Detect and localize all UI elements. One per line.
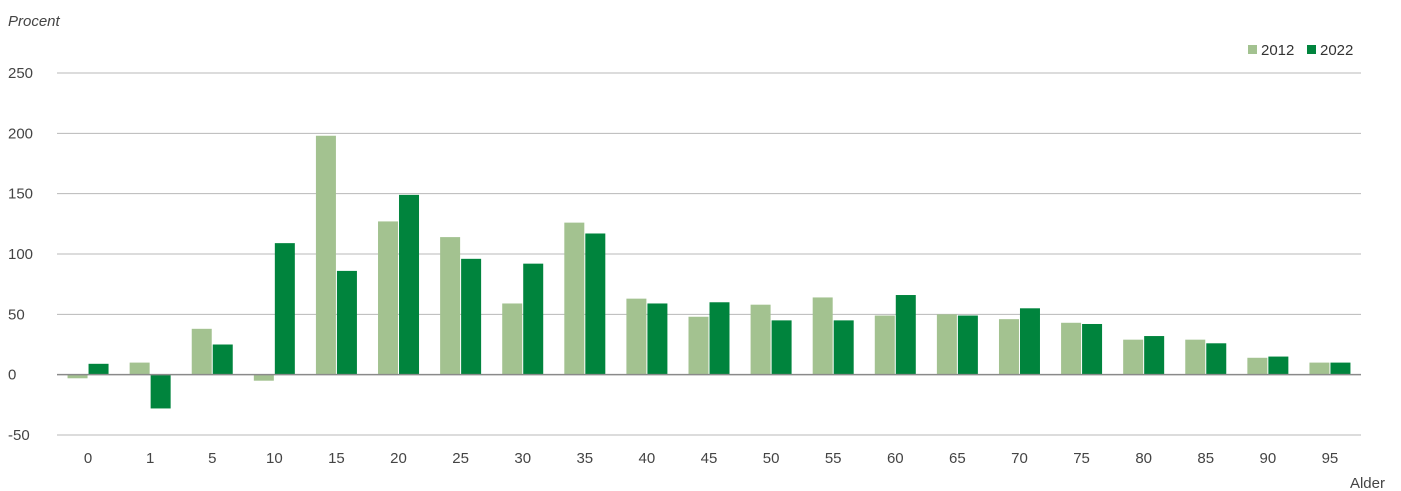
bar-2022-15 — [336, 270, 357, 375]
legend: 2012 2022 — [1248, 42, 1353, 59]
bar-2022-50 — [771, 320, 792, 375]
y-tick-label: 100 — [8, 246, 33, 263]
x-tick-label: 70 — [1011, 450, 1028, 467]
x-tick-label: 30 — [514, 450, 531, 467]
x-tick-label: 50 — [763, 450, 780, 467]
x-tick-label: 55 — [825, 450, 842, 467]
x-tick-label: 80 — [1135, 450, 1152, 467]
bar-2012-60 — [874, 315, 895, 375]
bar-2012-40 — [626, 298, 647, 375]
y-tick-label: 250 — [8, 65, 33, 82]
bar-2022-25 — [461, 258, 482, 375]
bar-2022-45 — [709, 302, 730, 375]
bar-2012-75 — [1061, 322, 1082, 375]
x-tick-label: 75 — [1073, 450, 1090, 467]
bar-2022-65 — [957, 315, 978, 375]
legend-label-2012: 2012 — [1261, 42, 1294, 59]
bar-2022-30 — [523, 263, 544, 375]
bar-2012-20 — [378, 221, 399, 375]
bar-2022-1 — [150, 374, 171, 409]
x-tick-label: 1 — [146, 450, 154, 467]
bar-2022-95 — [1330, 362, 1351, 375]
x-tick-label: 95 — [1322, 450, 1339, 467]
x-tick-label: 35 — [576, 450, 593, 467]
x-tick-label: 90 — [1260, 450, 1277, 467]
bar-2012-35 — [564, 222, 585, 375]
bar-2012-25 — [440, 237, 461, 375]
bar-2012-65 — [936, 314, 957, 375]
y-tick-label: 200 — [8, 125, 33, 142]
bar-2022-55 — [833, 320, 854, 375]
bar-2012-85 — [1185, 339, 1206, 375]
x-axis-label: Alder — [1350, 475, 1385, 491]
bar-2022-90 — [1268, 356, 1289, 375]
bar-2022-0 — [88, 363, 109, 375]
x-tick-labels: 0 1 5 10 15 20 25 30 35 40 45 50 55 60 65 70 75 80 85 90 95 — [84, 450, 1338, 467]
bar-2012-55 — [812, 297, 833, 375]
bar-2012-10 — [253, 374, 274, 381]
bar-2022-70 — [1019, 308, 1040, 375]
bar-2012-15 — [315, 135, 336, 375]
bar-2012-80 — [1123, 339, 1144, 375]
y-axis-label: Procent — [8, 13, 61, 30]
bar-2012-95 — [1309, 362, 1330, 375]
bar-2012-5 — [191, 328, 212, 375]
bar-2012-70 — [998, 319, 1019, 375]
bar-2012-1 — [129, 362, 150, 375]
x-tick-label: 45 — [701, 450, 718, 467]
bar-2012-30 — [502, 303, 523, 375]
x-tick-label: 15 — [328, 450, 345, 467]
bar-2022-75 — [1082, 323, 1103, 375]
x-tick-label: 85 — [1197, 450, 1214, 467]
bar-2012-50 — [750, 304, 771, 375]
bar-2012-45 — [688, 316, 709, 375]
x-tick-label: 25 — [452, 450, 469, 467]
x-tick-label: 10 — [266, 450, 283, 467]
bar-2022-10 — [274, 243, 295, 375]
x-tick-label: 20 — [390, 450, 407, 467]
y-tick-labels: -50 0 50 100 150 200 250 — [8, 65, 33, 444]
bars — [67, 135, 1351, 409]
y-tick-label: -50 — [8, 427, 30, 444]
x-tick-label: 40 — [639, 450, 656, 467]
bar-2022-60 — [895, 295, 916, 375]
x-tick-label: 0 — [84, 450, 92, 467]
bar-2022-80 — [1144, 336, 1165, 375]
y-tick-label: 150 — [8, 186, 33, 203]
gridlines — [57, 72, 1361, 436]
bar-2022-5 — [212, 344, 233, 375]
bar-2022-35 — [585, 233, 606, 375]
legend-swatch-2022 — [1307, 45, 1316, 54]
y-tick-label: 0 — [8, 367, 16, 384]
bar-2012-90 — [1247, 357, 1268, 375]
bar-2022-20 — [399, 194, 420, 375]
bar-2012-0 — [67, 374, 88, 379]
x-tick-label: 5 — [208, 450, 216, 467]
y-tick-label: 50 — [8, 306, 25, 323]
legend-label-2022: 2022 — [1320, 42, 1353, 59]
bar-2022-85 — [1206, 343, 1227, 375]
bar-2022-40 — [647, 303, 668, 375]
x-tick-label: 65 — [949, 450, 966, 467]
x-tick-label: 60 — [887, 450, 904, 467]
legend-swatch-2012 — [1248, 45, 1257, 54]
